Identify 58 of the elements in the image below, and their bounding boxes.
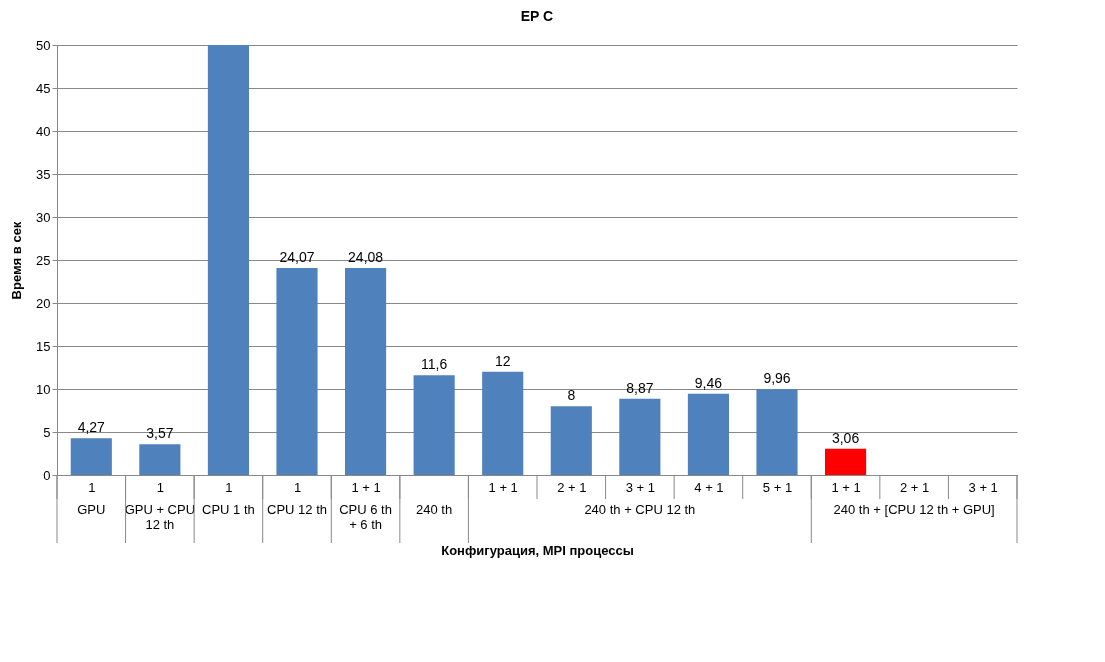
data-label: 8,87 bbox=[626, 379, 654, 396]
x-axis-title: Конфигурация, MPI процессы bbox=[441, 542, 634, 558]
bar bbox=[825, 448, 867, 475]
y-tick-label: 35 bbox=[36, 166, 51, 182]
bar bbox=[139, 444, 181, 475]
x-tick-label: 5 + 1 bbox=[762, 479, 793, 495]
data-label: 24,07 bbox=[279, 249, 315, 265]
x-tick-label: 2 + 1 bbox=[557, 479, 587, 495]
x-tick-label: 1 bbox=[293, 479, 302, 495]
data-label: 9,96 bbox=[763, 370, 791, 387]
bar bbox=[619, 398, 661, 475]
bar bbox=[70, 438, 112, 475]
y-tick-label: 25 bbox=[36, 252, 51, 268]
text: 240 th + [CPU 12 th + GPU] bbox=[833, 502, 995, 517]
bar bbox=[345, 267, 387, 475]
x-tick-label: 1 bbox=[225, 479, 233, 495]
text: GPU bbox=[77, 502, 106, 517]
text: 240 th bbox=[416, 502, 453, 517]
bar bbox=[482, 371, 524, 475]
text: CPU 1 th bbox=[202, 502, 255, 517]
y-tick-label: 40 bbox=[36, 123, 51, 139]
x-tick-label: 1 bbox=[156, 479, 164, 495]
x-tick-label: 2 + 1 bbox=[900, 479, 930, 495]
text: CPU 12 th bbox=[267, 502, 327, 517]
bar bbox=[687, 393, 729, 475]
x-tick-label: 3 + 1 bbox=[968, 479, 998, 495]
data-label: 9,46 bbox=[694, 374, 723, 391]
bar bbox=[550, 406, 592, 475]
y-tick-label: 5 bbox=[43, 424, 51, 440]
y-tick-label: 10 bbox=[36, 381, 51, 397]
x-tick-label: 4 + 1 bbox=[694, 479, 724, 495]
data-label: 11,6 bbox=[421, 356, 448, 373]
text: 240 th + CPU 12 th bbox=[584, 502, 696, 517]
y-tick-label: 30 bbox=[36, 209, 51, 225]
data-label: 12 bbox=[494, 352, 511, 369]
x-tick-label: 1 + 1 bbox=[351, 479, 381, 495]
bar bbox=[207, 45, 249, 475]
y-axis-title: Время в сек bbox=[9, 221, 25, 300]
x-tick-label: 1 + 1 bbox=[488, 479, 518, 495]
x-tick-label: 3 + 1 bbox=[625, 479, 655, 495]
bar bbox=[413, 375, 455, 475]
y-tick-label: 15 bbox=[36, 338, 51, 354]
y-tick-label: 45 bbox=[36, 80, 51, 96]
data-label: 8 bbox=[567, 387, 576, 404]
x-tick-label: 1 + 1 bbox=[831, 479, 861, 495]
y-tick-label: 50 bbox=[36, 37, 51, 53]
x-tick-label: 1 bbox=[88, 479, 96, 495]
bar bbox=[756, 389, 798, 475]
data-label: 3,57 bbox=[146, 425, 174, 442]
text: CPU 6 th + 6 th bbox=[339, 502, 392, 532]
data-label: 3,06 bbox=[831, 429, 860, 446]
data-label: 24,08 bbox=[348, 248, 384, 265]
data-label: 4,27 bbox=[77, 419, 106, 436]
text: GPU + CPU 12 th bbox=[124, 502, 196, 532]
chart-title: EP C bbox=[520, 8, 554, 24]
bar bbox=[276, 268, 318, 475]
y-tick-label: 0 bbox=[43, 467, 51, 483]
y-tick-label: 20 bbox=[36, 295, 51, 311]
